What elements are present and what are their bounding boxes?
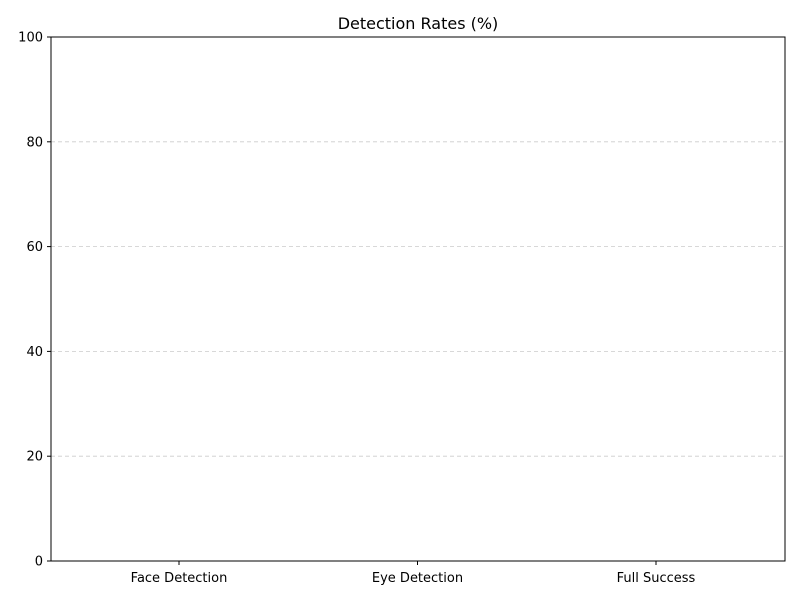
plot-frame (50, 36, 786, 562)
y-tick-label: 60 (26, 240, 43, 255)
y-tick-label: 80 (26, 135, 43, 150)
grid-lines (51, 141, 785, 457)
x-tick-label: Eye Detection (372, 571, 463, 586)
y-tick-label: 100 (18, 31, 43, 46)
chart-title: Detection Rates (%) (338, 14, 499, 33)
y-tick-label: 0 (35, 555, 43, 570)
x-tick-label: Face Detection (131, 571, 228, 586)
y-tick-label: 40 (26, 345, 43, 360)
x-tick-label: Full Success (617, 571, 696, 586)
y-tick-label: 20 (26, 450, 43, 465)
y-axis: 0 20 40 60 80 100 (18, 31, 51, 570)
x-axis: Face Detection Eye Detection Full Success (131, 561, 696, 586)
